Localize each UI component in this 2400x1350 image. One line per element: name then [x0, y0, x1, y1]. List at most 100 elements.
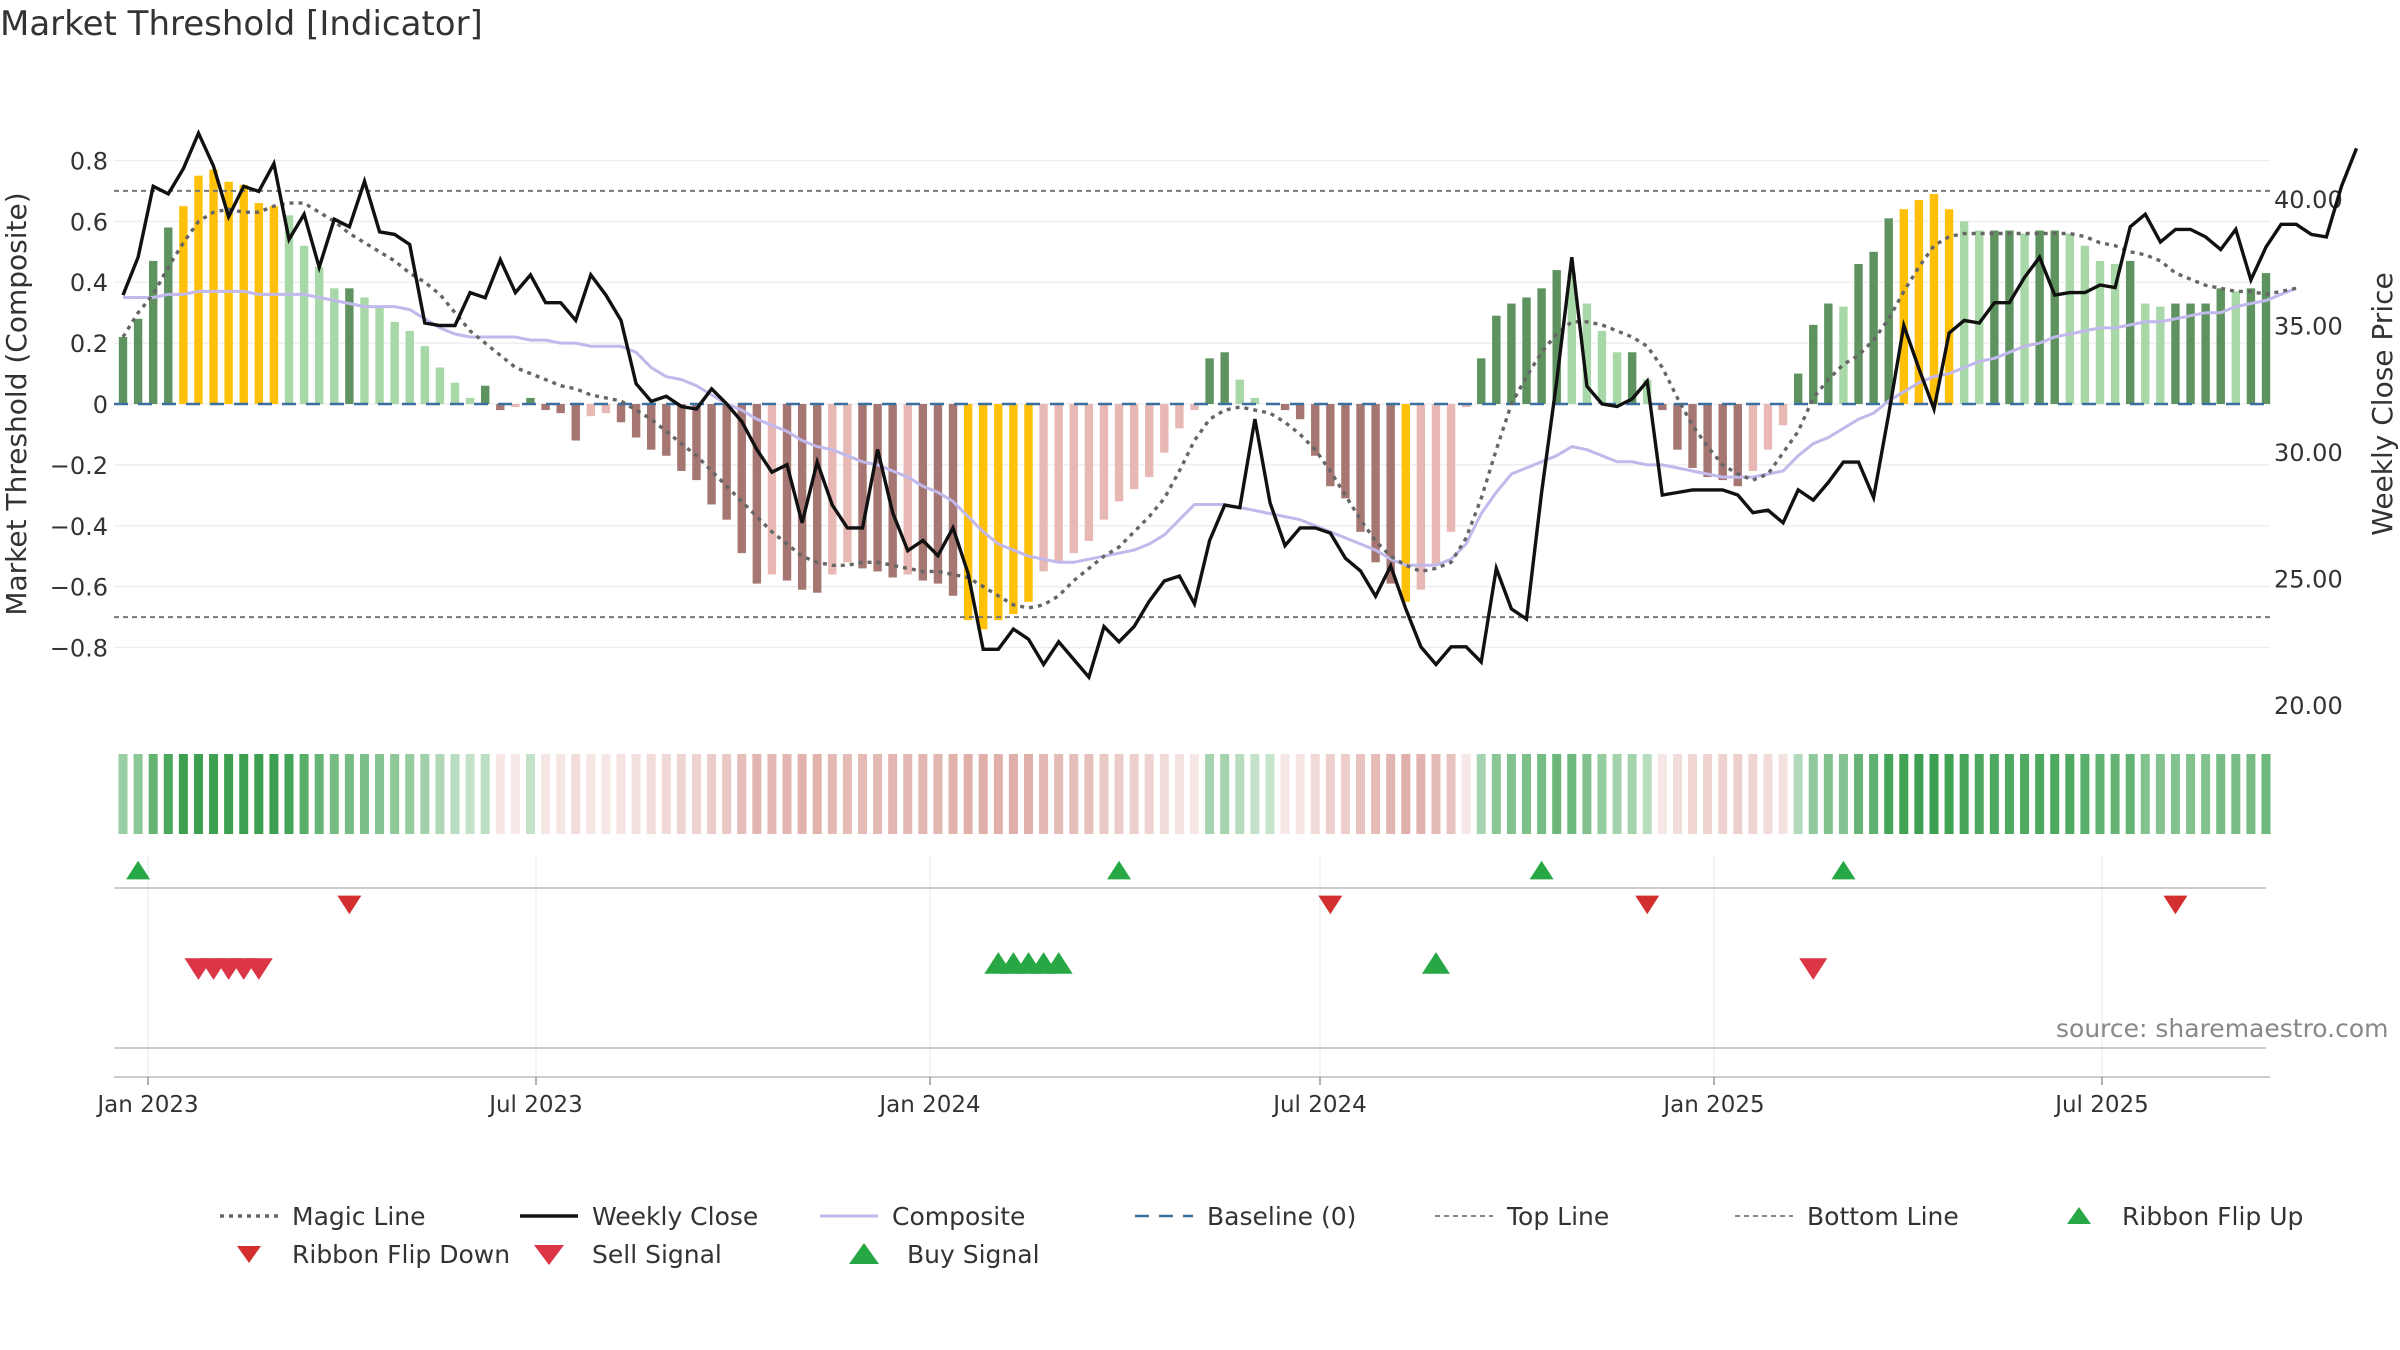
ribbon-cell: [1356, 754, 1366, 834]
ribbon-cell: [1144, 754, 1154, 834]
ribbon-cell: [510, 754, 520, 834]
ribbon-cell: [314, 754, 324, 834]
ribbon-cell: [2170, 754, 2180, 834]
legend-triangle-down-icon: [220, 1242, 278, 1266]
composite-bar: [767, 404, 777, 575]
legend-label: Ribbon Flip Down: [292, 1239, 511, 1269]
ribbon-cell: [1703, 754, 1713, 834]
composite-bar: [1944, 209, 1954, 404]
x-tick-label: Jul 2025: [2053, 1092, 2149, 1118]
composite-bar: [194, 175, 203, 404]
ribbon-cell: [1371, 754, 1381, 834]
y2-tick-label: 35.00: [2274, 313, 2343, 341]
ribbon-cell: [691, 754, 701, 834]
ribbon-cell: [133, 754, 143, 834]
ribbon-cell: [1280, 754, 1290, 834]
ribbon-cell: [1612, 754, 1622, 834]
composite-bar: [405, 330, 414, 404]
composite-bar: [1401, 404, 1410, 602]
composite-bar: [496, 404, 505, 411]
composite-bar: [1703, 404, 1712, 478]
ribbon-cell: [1899, 754, 1909, 834]
ribbon-cell: [1537, 754, 1547, 834]
composite-bar: [1507, 303, 1516, 404]
composite-bar: [1552, 270, 1561, 404]
composite-bar: [133, 318, 143, 404]
ribbon-cell: [1506, 754, 1516, 834]
ribbon-cell: [1657, 754, 1667, 834]
ribbon-cell: [873, 754, 883, 834]
composite-bar: [1854, 263, 1863, 404]
composite-bar: [1597, 330, 1607, 404]
legend-label: Top Line: [1507, 1201, 1610, 1231]
composite-bar: [541, 404, 550, 411]
composite-bar: [1386, 404, 1395, 584]
ribbon-flip-down-marker: [337, 895, 362, 915]
composite-bar: [586, 404, 596, 417]
composite-bar: [1612, 352, 1622, 404]
ribbon-cell: [1552, 754, 1562, 834]
ribbon-flip-down-marker: [1635, 895, 1660, 915]
ribbon-cell: [1129, 754, 1139, 834]
ribbon-cell: [1838, 754, 1848, 834]
ribbon-cell: [1461, 754, 1471, 834]
legend-item-weekly-close: Weekly Close: [520, 1198, 758, 1234]
composite-bar: [1824, 303, 1833, 404]
legend-label: Weekly Close: [592, 1201, 759, 1231]
composite-bar: [1160, 404, 1169, 453]
ribbon-cell: [1340, 754, 1350, 834]
composite-bar: [616, 404, 626, 423]
composite-bar: [1129, 404, 1139, 490]
ribbon-cell: [118, 754, 128, 834]
composite-bar: [1205, 358, 1214, 404]
ribbon-cell: [1069, 754, 1079, 834]
composite-bar: [2125, 260, 2135, 404]
composite-bar: [1582, 303, 1592, 404]
composite-bar: [888, 404, 897, 578]
ribbon-cell: [541, 754, 551, 834]
ribbon-cell: [993, 754, 1003, 834]
composite-bar: [1024, 404, 1033, 602]
legend-item-buy-signal: Buy Signal: [835, 1236, 1040, 1272]
ribbon-cell: [1401, 754, 1411, 834]
legend-label: Buy Signal: [907, 1239, 1040, 1269]
ribbon-cell: [2246, 754, 2256, 834]
ribbon-cell: [1205, 754, 1215, 834]
ribbon-cell: [299, 754, 309, 834]
ribbon-cell: [2155, 754, 2165, 834]
composite-bar: [1627, 352, 1637, 404]
composite-bar: [269, 206, 279, 404]
legend-dotted-line-icon: [220, 1204, 278, 1228]
legend-item-magic-line: Magic Line: [220, 1198, 426, 1234]
composite-bar: [2005, 230, 2014, 404]
composite-bar: [1990, 230, 1999, 404]
ribbon-cell: [209, 754, 219, 834]
composite-bar: [1778, 404, 1788, 426]
ribbon-cell: [2186, 754, 2196, 834]
ribbon-cell: [1446, 754, 1456, 834]
composite-bar: [1326, 404, 1335, 487]
legend-solid-line-icon: [520, 1204, 578, 1228]
y-tick-label: 0: [93, 391, 108, 419]
composite-bar: [1461, 404, 1471, 408]
legend-item-composite: Composite: [820, 1198, 1025, 1234]
composite-bar: [148, 260, 158, 404]
ribbon-cell: [1310, 754, 1320, 834]
ribbon-cell: [842, 754, 852, 834]
composite-bar: [314, 267, 324, 404]
ribbon-cell: [571, 754, 581, 834]
composite-bar: [1975, 230, 1984, 404]
composite-bar: [1280, 404, 1290, 411]
ribbon-cell: [1295, 754, 1305, 834]
composite-bar: [1371, 404, 1380, 563]
composite-bar: [1099, 404, 1109, 520]
legend-item-sell-signal: Sell Signal: [520, 1236, 722, 1272]
composite-bar: [1175, 404, 1184, 429]
composite-bar: [813, 404, 822, 593]
composite-bar: [662, 404, 671, 456]
buy-signal-marker: [1044, 952, 1073, 974]
composite-bar: [420, 346, 430, 404]
x-tick-label: Jul 2024: [1271, 1092, 1367, 1118]
legend-label: Bottom Line: [1807, 1201, 1959, 1231]
